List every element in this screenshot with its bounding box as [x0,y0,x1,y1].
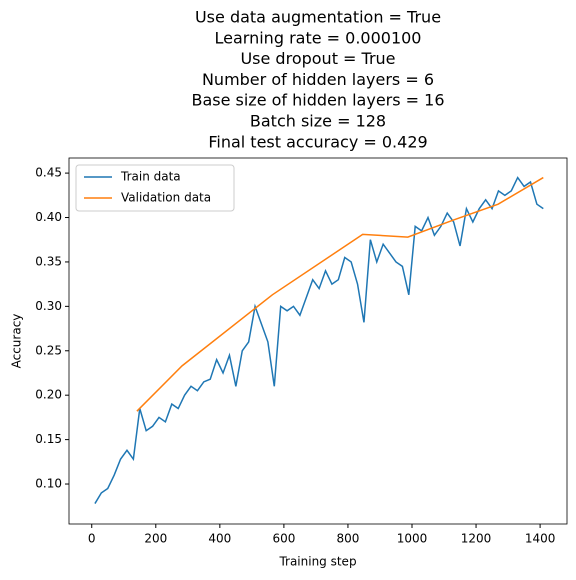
x-tick-label: 1200 [461,532,492,546]
x-tick-label: 1400 [525,532,556,546]
chart-title: Learning rate = 0.000100 [215,28,422,47]
legend-label: Train data [120,170,181,184]
x-axis-label: Training step [278,555,356,569]
y-tick-label: 0.45 [35,166,62,180]
x-tick-label: 600 [272,532,295,546]
legend-label: Validation data [121,191,211,205]
x-tick-label: 0 [88,532,96,546]
chart-title: Batch size = 128 [250,112,386,131]
y-tick-label: 0.10 [35,477,62,491]
chart-title: Number of hidden layers = 6 [202,70,434,89]
x-tick-label: 800 [336,532,359,546]
y-tick-label: 0.15 [35,432,62,446]
y-axis-label: Accuracy [10,314,24,369]
line-series [94,176,544,504]
chart-title: Use dropout = True [240,49,395,68]
legend-box [75,164,235,212]
chart-title: Final test accuracy = 0.429 [208,132,427,151]
x-tick-label: 200 [144,532,167,546]
y-tick-label: 0.40 [35,210,62,224]
chart-title: Base size of hidden layers = 16 [191,91,444,110]
plot-frame [68,157,568,525]
x-tick-label: 400 [208,532,231,546]
y-tick-label: 0.30 [35,299,62,313]
x-tick-label: 1000 [397,532,428,546]
y-tick-label: 0.20 [35,388,62,402]
y-tick-label: 0.35 [35,254,62,268]
y-tick-label: 0.25 [35,343,62,357]
line-series [136,176,544,412]
chart-title: Use data augmentation = True [195,8,441,27]
